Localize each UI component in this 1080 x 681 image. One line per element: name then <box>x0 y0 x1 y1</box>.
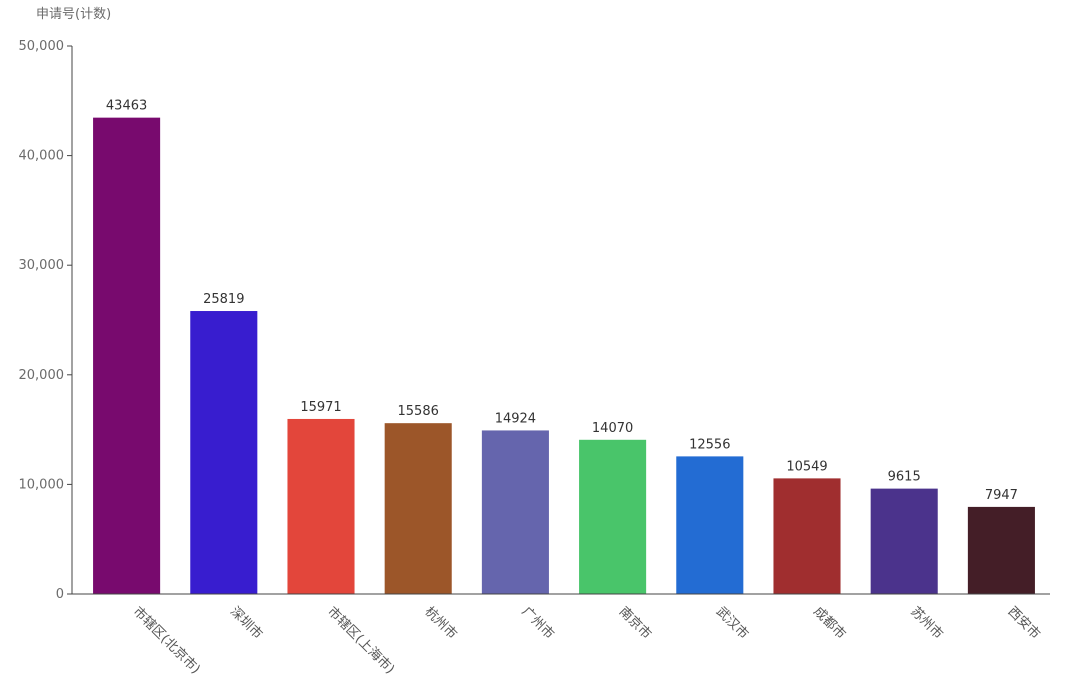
bar <box>967 506 1035 594</box>
x-tick-label: 杭州市 <box>421 604 460 643</box>
bar <box>579 439 647 594</box>
x-axis: 市辖区(北京市) 深圳市 市辖区(上海市) 杭州市 广州市 南京市 武汉市 成都市 苏州市 西安市 <box>72 593 1050 678</box>
y-axis: 0 10,000 20,000 30,000 40,000 50,000 <box>19 39 73 602</box>
y-tick-label: 40,000 <box>19 149 65 164</box>
data-label: 15971 <box>300 400 341 415</box>
x-tick-label: 深圳市 <box>227 604 266 643</box>
x-tick-label: 市辖区(上海市) <box>324 604 398 678</box>
bar <box>870 488 938 594</box>
data-label: 10549 <box>786 459 827 474</box>
bar <box>773 478 841 594</box>
x-tick-label: 西安市 <box>1005 604 1044 643</box>
x-tick-label: 广州市 <box>519 604 558 643</box>
data-label: 14924 <box>495 411 536 426</box>
x-tick-label: 市辖区(北京市) <box>130 604 204 678</box>
data-label: 12556 <box>689 437 730 452</box>
bar <box>481 430 549 594</box>
y-axis-label: 申请号(计数) <box>36 7 111 22</box>
data-label: 14070 <box>592 421 633 436</box>
data-label: 15586 <box>398 404 439 419</box>
y-tick-label: 10,000 <box>19 477 65 492</box>
data-label: 9615 <box>888 470 921 485</box>
x-tick-label: 南京市 <box>616 604 655 643</box>
data-label: 25819 <box>203 292 244 307</box>
bar <box>676 456 744 594</box>
y-tick-label: 20,000 <box>19 368 65 383</box>
bar <box>287 418 355 594</box>
bar <box>93 117 161 595</box>
x-tick-label: 成都市 <box>810 604 849 643</box>
data-label: 7947 <box>985 488 1018 503</box>
bar <box>384 423 452 594</box>
y-tick-label: 30,000 <box>19 258 65 273</box>
x-tick-label: 苏州市 <box>907 604 946 643</box>
y-tick-label: 50,000 <box>19 39 65 54</box>
bar <box>190 311 258 594</box>
y-tick-label: 0 <box>56 587 64 602</box>
bars: 43463 25819 15971 15586 14924 14070 12556 10549… <box>93 99 1035 595</box>
x-tick-label: 武汉市 <box>713 604 752 643</box>
data-label: 43463 <box>106 99 147 114</box>
